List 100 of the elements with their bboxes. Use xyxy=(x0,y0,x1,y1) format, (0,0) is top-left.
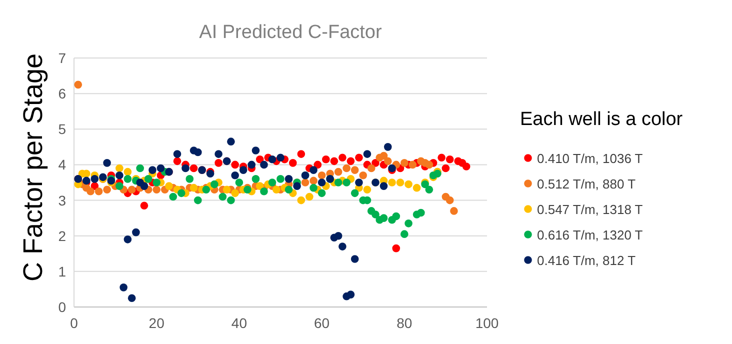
point xyxy=(103,186,111,194)
x-tick-label: 60 xyxy=(314,315,330,331)
point xyxy=(132,228,140,236)
point xyxy=(260,187,268,196)
point xyxy=(350,189,359,198)
point xyxy=(128,294,136,302)
y-axis-title: C Factor per Stage xyxy=(18,53,48,282)
point xyxy=(392,212,400,220)
point xyxy=(367,164,376,172)
point xyxy=(256,182,264,190)
point xyxy=(140,202,148,210)
point xyxy=(384,143,392,151)
point xyxy=(425,160,434,169)
y-tick-label: 5 xyxy=(58,121,66,138)
point xyxy=(165,182,173,190)
point xyxy=(190,184,198,192)
point xyxy=(310,166,318,174)
point xyxy=(392,244,400,252)
legend-label: 0.512 T/m, 880 T xyxy=(537,176,636,192)
point xyxy=(231,160,239,169)
point xyxy=(380,152,388,160)
point xyxy=(124,175,132,183)
point xyxy=(417,208,425,217)
point xyxy=(268,155,276,164)
point xyxy=(227,138,235,146)
point xyxy=(412,184,421,192)
point xyxy=(182,164,190,172)
point xyxy=(404,220,412,228)
point xyxy=(363,186,372,194)
point xyxy=(272,186,280,194)
point xyxy=(310,176,318,185)
point xyxy=(173,150,182,158)
x-tick-label: 0 xyxy=(70,315,78,331)
y-tick-label: 0 xyxy=(58,299,66,315)
y-tick-label: 6 xyxy=(58,86,66,102)
point xyxy=(124,168,132,176)
point xyxy=(276,154,284,162)
y-tick-label: 4 xyxy=(58,156,66,173)
point xyxy=(359,171,368,180)
y-tick-label: 7 xyxy=(58,50,66,66)
point xyxy=(318,171,326,180)
legend-label: 0.616 T/m, 1320 T xyxy=(537,228,643,242)
point xyxy=(380,214,388,222)
point xyxy=(301,178,310,186)
point xyxy=(74,80,82,89)
point xyxy=(363,150,372,158)
point xyxy=(186,175,194,183)
point xyxy=(388,178,396,186)
point xyxy=(218,192,227,201)
point xyxy=(446,196,454,204)
point xyxy=(346,157,355,166)
point xyxy=(156,164,165,172)
point xyxy=(210,180,218,188)
point xyxy=(177,189,186,198)
point xyxy=(116,164,124,172)
point xyxy=(169,192,178,201)
point xyxy=(322,155,330,164)
point xyxy=(330,157,338,166)
point xyxy=(124,236,132,244)
point xyxy=(252,175,260,183)
point xyxy=(260,160,268,169)
legend-title: Each well is a color xyxy=(520,109,684,130)
point xyxy=(248,160,256,169)
point xyxy=(256,155,264,164)
point xyxy=(425,186,434,194)
point xyxy=(297,196,306,204)
point xyxy=(338,154,346,162)
point xyxy=(446,155,454,164)
point xyxy=(194,148,202,156)
point xyxy=(338,242,346,250)
point xyxy=(239,166,248,174)
point xyxy=(116,171,124,180)
point xyxy=(310,184,318,192)
point xyxy=(404,180,412,188)
point xyxy=(297,150,306,158)
point xyxy=(450,207,458,215)
x-tick-label: 40 xyxy=(231,315,248,331)
x-tick-label: 80 xyxy=(396,315,412,331)
point xyxy=(214,159,222,167)
point xyxy=(396,178,404,186)
point xyxy=(148,166,156,174)
point xyxy=(90,175,99,183)
point xyxy=(334,178,342,186)
point xyxy=(380,182,388,190)
point xyxy=(152,186,161,194)
point xyxy=(442,164,450,172)
point xyxy=(144,175,152,183)
point xyxy=(342,178,350,186)
point xyxy=(222,186,231,194)
point xyxy=(306,192,314,201)
legend-label: 0.416 T/m, 812 T xyxy=(537,253,636,268)
point xyxy=(462,162,470,170)
point xyxy=(384,157,392,166)
point xyxy=(372,210,380,218)
point xyxy=(314,160,322,169)
x-tick-label: 100 xyxy=(475,315,499,331)
legend-label: 0.410 T/m, 1036 T xyxy=(537,151,643,166)
x-tick-label: 20 xyxy=(148,315,165,331)
point xyxy=(190,164,198,172)
point xyxy=(350,255,359,263)
